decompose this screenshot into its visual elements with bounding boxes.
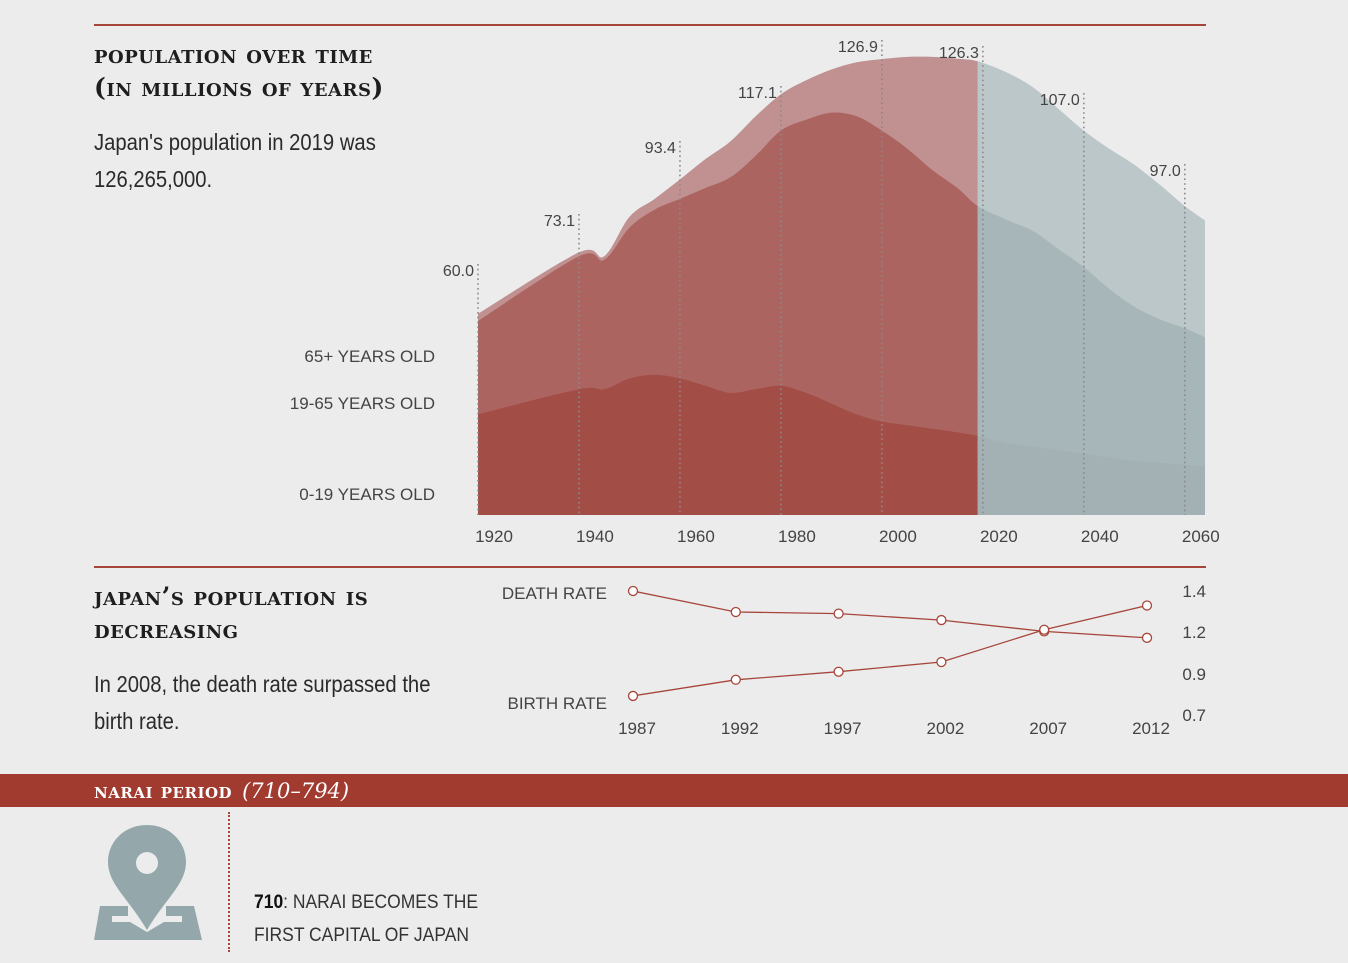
callout-label-1960: 93.4 <box>645 140 676 157</box>
top-divider <box>94 24 1206 26</box>
rate-x-tick-2012: 2012 <box>1132 719 1170 738</box>
x-tick-2060: 2060 <box>1182 527 1220 546</box>
decreasing-description-line1: In 2008, the death rate surpassed the <box>94 671 431 697</box>
rate-y-tick-0.7: 0.7 <box>1182 706 1206 725</box>
event-text-line2: first capital of Japan <box>254 925 469 946</box>
point-birth-rate-1992 <box>730 674 741 685</box>
x-tick-1960: 1960 <box>677 527 715 546</box>
decreasing-description-line2: birth rate. <box>94 708 180 734</box>
point-death-rate-1987 <box>627 585 639 597</box>
population-heading: Population Over Time (In Millions of Yea… <box>94 38 384 104</box>
population-description-line1: Japan's population in 2019 was <box>94 129 376 155</box>
callout-label-1940: 73.1 <box>544 213 575 230</box>
rate-x-tick-2007: 2007 <box>1029 719 1067 738</box>
series-label-under19: 0-19 YEARS OLD <box>299 485 435 504</box>
point-death-rate-1997 <box>833 608 844 619</box>
rate-y-tick-1.2: 1.2 <box>1182 623 1206 642</box>
population-area-chart: 60.0 73.1 93.4 117.1 126.9 126.3 107.0 97.0 192… <box>290 39 1220 546</box>
period-title: Narai Period <box>94 778 233 803</box>
x-tick-1940: 1940 <box>576 527 614 546</box>
event-text-line1: : Narai becomes the <box>283 892 479 913</box>
population-heading-line1: Population Over Time <box>94 40 373 69</box>
period-dates: (710–794) <box>242 779 350 803</box>
point-birth-rate-2007 <box>1039 624 1050 635</box>
rate-x-tick-1987: 1987 <box>618 719 656 738</box>
decreasing-heading-line2: Decreasing <box>94 615 239 644</box>
rate-x-tick-1992: 1992 <box>721 719 759 738</box>
population-description: Japan's population in 2019 was 126,265,0… <box>94 124 376 198</box>
decreasing-description: In 2008, the death rate surpassed the bi… <box>94 666 430 740</box>
event-year: 710 <box>254 892 284 913</box>
point-death-rate-1992 <box>730 606 741 618</box>
population-description-line2: 126,265,000. <box>94 166 213 192</box>
rates-line-chart: 1987 1992 1997 2002 2007 2012 1.4 1.2 0.9 0.7 DE… <box>502 582 1206 738</box>
x-tick-2040: 2040 <box>1081 527 1119 546</box>
series-label-19to65: 19-65 YEARS OLD <box>290 394 435 413</box>
callout-label-1920: 60.0 <box>443 263 474 280</box>
x-tick-1920: 1920 <box>475 527 513 546</box>
x-tick-2000: 2000 <box>879 527 917 546</box>
timeline-dotted-line <box>228 812 230 952</box>
rate-x-tick-2002: 2002 <box>926 719 964 738</box>
rate-x-tick-1997: 1997 <box>824 719 862 738</box>
area-19to65-projected <box>977 206 1205 515</box>
decreasing-heading-line1: Japan’s Population Is <box>94 582 369 611</box>
callout-label-2000: 126.9 <box>838 39 878 56</box>
point-birth-rate-1987 <box>627 690 639 702</box>
period-banner-text: Narai Period (710–794) <box>94 774 349 808</box>
line-death-rate <box>632 590 1148 639</box>
series-label-birth-rate: BIRTH RATE <box>508 694 608 713</box>
callout-label-2020: 126.3 <box>939 45 979 62</box>
point-birth-rate-1997 <box>833 666 844 677</box>
callout-label-2060: 97.0 <box>1150 163 1181 180</box>
x-tick-2020: 2020 <box>980 527 1018 546</box>
callout-label-2040: 107.0 <box>1040 92 1080 109</box>
series-label-65plus: 65+ YEARS OLD <box>304 347 435 366</box>
point-death-rate-2012 <box>1141 632 1153 643</box>
point-death-rate-2002 <box>936 614 947 626</box>
population-heading-line2: (In Millions of Years) <box>94 73 384 102</box>
area-under19-historic <box>478 374 978 515</box>
series-label-death-rate: DEATH RATE <box>502 584 607 603</box>
rate-y-tick-1.4: 1.4 <box>1182 582 1206 601</box>
x-tick-1980: 1980 <box>778 527 816 546</box>
rate-y-tick-0.9: 0.9 <box>1182 665 1206 684</box>
area-under19-projected <box>977 436 1205 515</box>
point-birth-rate-2012 <box>1141 600 1153 611</box>
point-birth-rate-2002 <box>936 656 947 668</box>
line-birth-rate <box>632 604 1148 697</box>
callout-label-1980: 117.1 <box>738 85 777 102</box>
timeline-event: 710: Narai becomes the first capital of … <box>254 886 478 952</box>
middle-divider <box>94 566 1206 568</box>
period-banner: Narai Period (710–794) <box>0 774 1348 807</box>
decreasing-heading: Japan’s Population Is Decreasing <box>94 580 368 646</box>
